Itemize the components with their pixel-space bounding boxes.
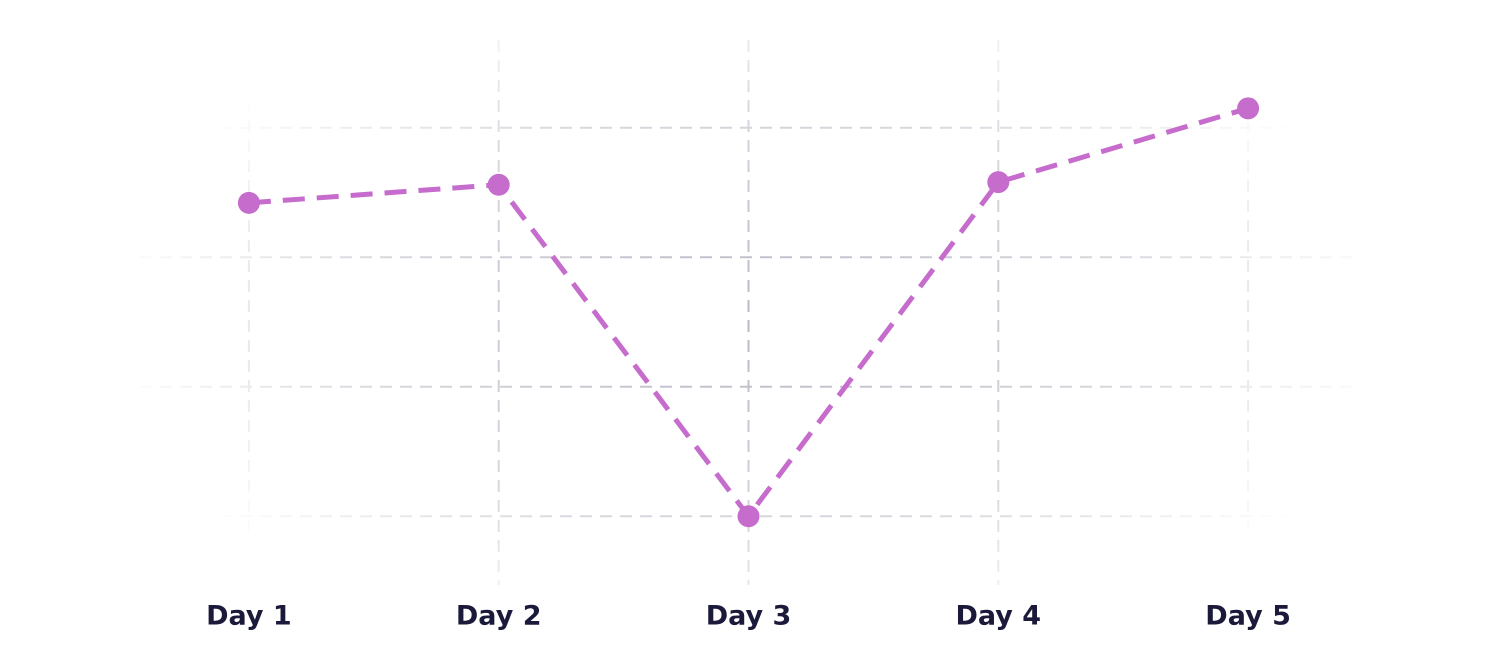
point [737, 505, 760, 528]
point [237, 191, 260, 214]
point [1237, 97, 1260, 120]
plot [237, 97, 1260, 528]
x-tick-label: Day 5 [1205, 601, 1291, 632]
point [487, 173, 510, 196]
grid [140, 40, 1360, 585]
x-tick-label: Day 1 [206, 601, 292, 632]
point [987, 171, 1010, 194]
x-tick-label: Day 3 [706, 601, 792, 632]
x-tick-label: Day 4 [956, 601, 1042, 632]
x-tick-label: Day 2 [456, 601, 542, 632]
